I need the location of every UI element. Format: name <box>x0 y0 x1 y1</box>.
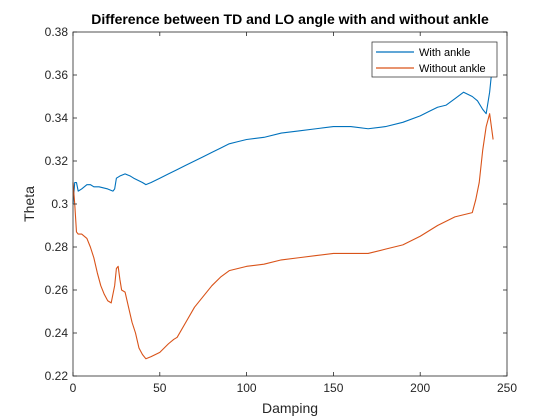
y-tick-label: 0.34 <box>45 111 69 125</box>
chart-title: Difference between TD and LO angle with … <box>91 11 489 27</box>
y-tick-label: 0.36 <box>45 68 69 82</box>
x-axis-label: Damping <box>262 400 318 416</box>
legend-label-without-ankle: Without ankle <box>419 63 486 75</box>
x-tick-label: 50 <box>153 381 167 395</box>
y-tick-label: 0.32 <box>45 154 69 168</box>
y-tick-label: 0.22 <box>45 369 69 383</box>
ticks-layer: 0 50 100 150 200 250 0.22 0.24 0.26 0.28 0.3 0.32 0.… <box>45 25 518 395</box>
x-tick-label: 250 <box>497 381 517 395</box>
x-tick-label: 100 <box>237 381 257 395</box>
plot-area <box>73 32 507 376</box>
series-line-with-ankle <box>72 74 492 205</box>
y-axis-label: Theta <box>21 186 37 222</box>
x-tick-label: 200 <box>410 381 430 395</box>
x-tick-label: 150 <box>323 381 343 395</box>
x-tick-label: 0 <box>70 381 77 395</box>
series-layer <box>72 74 494 360</box>
y-tick-label: 0.26 <box>45 283 69 297</box>
y-tick-label: 0.3 <box>51 197 68 211</box>
legend-label-with-ankle: With ankle <box>419 47 470 59</box>
y-tick-label: 0.38 <box>45 25 69 39</box>
y-tick-label: 0.24 <box>45 326 69 340</box>
legend: With ankle Without ankle <box>371 41 498 78</box>
y-tick-label: 0.28 <box>45 240 69 254</box>
series-line-without-ankle <box>72 113 494 360</box>
legend-box <box>371 41 498 78</box>
